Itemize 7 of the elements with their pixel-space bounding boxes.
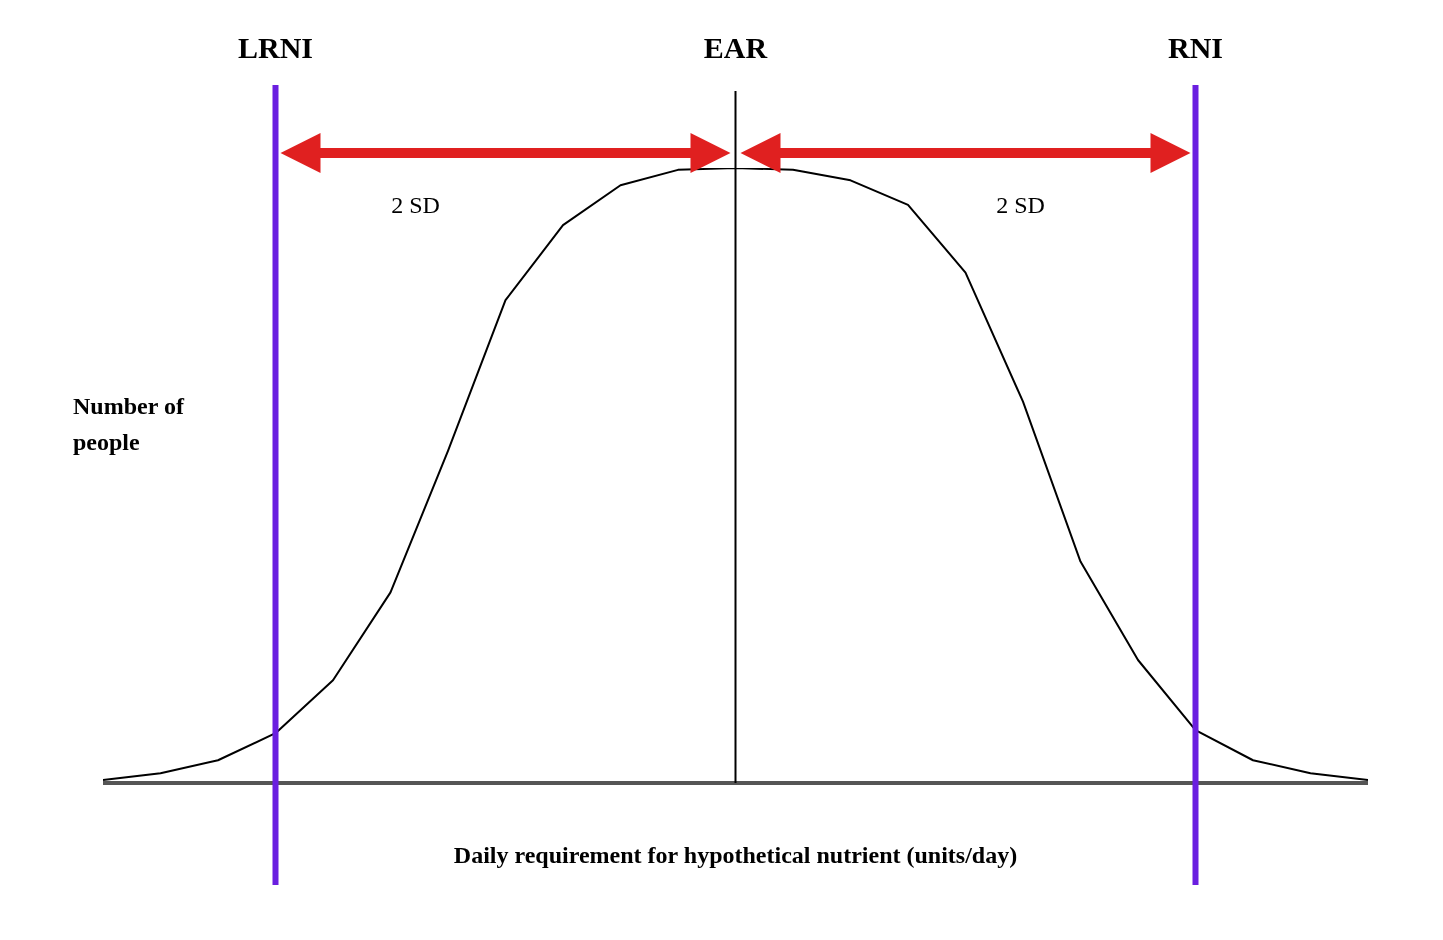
text: EAR xyxy=(703,31,768,64)
text: RNI xyxy=(1167,31,1224,64)
y-axis-title: Number of people xyxy=(73,392,186,457)
text: LRNI xyxy=(237,31,314,64)
x-axis-title: Daily requirement for hypothetical nutrient (units/day) xyxy=(453,842,1018,868)
annotation: 2 SD xyxy=(996,192,1045,218)
annotation: 2 SD xyxy=(391,192,440,218)
